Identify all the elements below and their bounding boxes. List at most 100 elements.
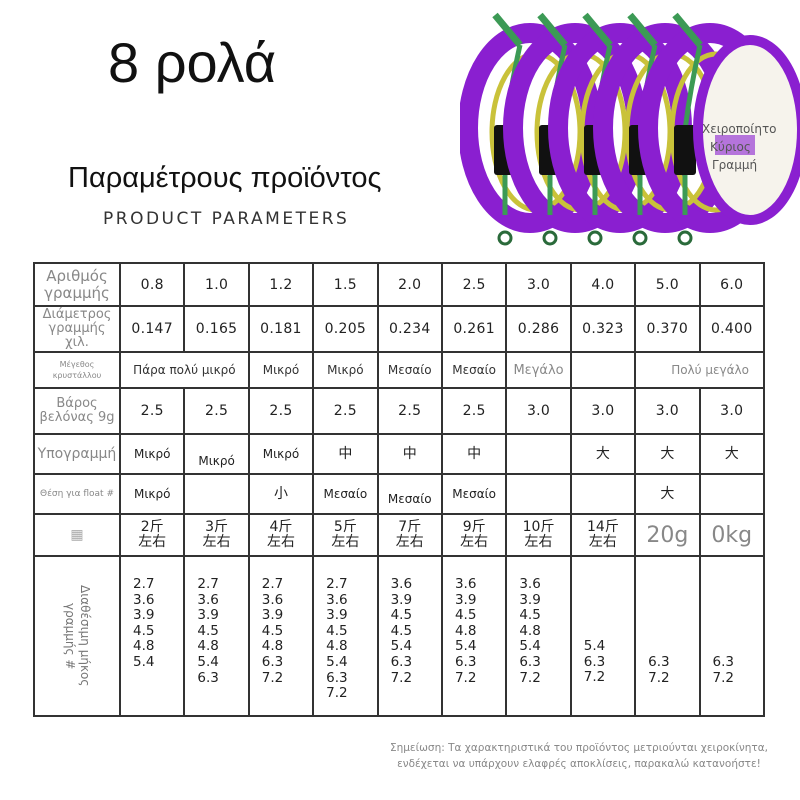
- length-value: 6.3: [326, 669, 348, 686]
- cell: 0.181: [247, 305, 315, 353]
- cell: 0.370: [634, 305, 701, 353]
- length-value: 5.4: [519, 638, 541, 655]
- cell: 2.5: [376, 387, 443, 435]
- length-value: 6.3: [583, 653, 606, 670]
- cell: 4斤 左右: [247, 513, 315, 557]
- cell: 14斤 左右: [569, 513, 637, 557]
- cell: 5斤 左右: [312, 513, 379, 557]
- cell: [183, 473, 250, 515]
- cell: Μικρό: [247, 433, 315, 475]
- length-value: 3.6: [261, 591, 284, 608]
- row-label-blurred: ▦: [33, 513, 121, 557]
- cell: [569, 351, 637, 389]
- cell: [698, 473, 766, 515]
- cell: 3.0: [634, 387, 701, 435]
- length-value: 4.5: [133, 622, 155, 639]
- row-label: Υπογραμμή: [33, 433, 121, 475]
- page-title: 8 ρολά: [108, 31, 277, 94]
- length-value: 4.5: [519, 607, 541, 624]
- cell: 3.0: [505, 262, 572, 307]
- length-value: 2.7: [261, 576, 284, 592]
- length-value: 4.8: [326, 638, 348, 655]
- cell: Μεγάλο: [505, 351, 572, 389]
- cell: Πάρα πολύ μικρό: [119, 351, 250, 389]
- swivel-ring: [677, 230, 693, 246]
- length-value: 3.9: [197, 607, 219, 624]
- overlay-text: Κύριος: [710, 140, 751, 154]
- cell: 0.8: [118, 262, 186, 307]
- cell: 7斤 左右: [376, 513, 443, 557]
- length-value: 6.3: [648, 654, 670, 670]
- row-diameter: Διάμετρος γραμμής χιλ. 0.147 0.165 0.181 0.…: [33, 305, 766, 353]
- cell: 6.0: [698, 262, 766, 307]
- cell: Μεσαίο: [440, 473, 508, 515]
- cell: 0.205: [312, 305, 379, 353]
- length-value: 6.3: [197, 669, 219, 686]
- overlay-text: Γραμμή: [712, 158, 758, 172]
- cell: 2.5: [183, 387, 250, 435]
- swivel-ring: [497, 230, 513, 246]
- cell: 3.0: [698, 387, 766, 435]
- length-value: 5.4: [326, 653, 348, 670]
- length-cell: 3.6 3.9 4.5 4.5 5.4 6.3 7.2: [376, 555, 443, 717]
- label-band: [715, 135, 755, 155]
- cell: 中: [312, 433, 379, 475]
- cell: 3斤 左右: [183, 513, 250, 557]
- length-value: 3.6: [390, 576, 413, 592]
- cell: 2.5: [247, 387, 315, 435]
- length-value: 4.5: [261, 622, 284, 639]
- cell: Πολύ μεγάλο: [634, 351, 765, 389]
- length-value: 3.9: [326, 607, 348, 624]
- row-capacity: ▦ 2斤 左右 3斤 左右 4斤 左右 5斤 左右 7斤 左右 9斤 左右 10斤 左右 14…: [33, 513, 766, 557]
- cell: 10斤 左右: [505, 513, 572, 557]
- cell: 中: [376, 433, 443, 475]
- cell: 2.5: [312, 387, 379, 435]
- cell: 20g: [634, 513, 701, 557]
- row-label: Θέση για float #: [33, 473, 121, 515]
- length-value: 5.4: [454, 638, 477, 655]
- length-value: 7.2: [583, 669, 606, 686]
- length-value: 3.9: [261, 607, 284, 624]
- cell: 0.147: [118, 305, 186, 353]
- length-value: 2.7: [197, 576, 219, 592]
- length-cell: 2.7 3.6 3.9 4.5 4.8 6.3 7.2: [247, 555, 315, 717]
- line-tip: [672, 12, 703, 48]
- cell: 大: [634, 473, 701, 515]
- page-subtitle: Παραμέτρους προϊόντος: [68, 162, 382, 194]
- length-value: 4.8: [197, 638, 219, 655]
- parameters-table: Αριθμός γραμμής 0.8 1.0 1.2 1.5 2.0 2.5 3.0 4.0…: [33, 262, 766, 717]
- row-line-number: Αριθμός γραμμής 0.8 1.0 1.2 1.5 2.0 2.5 3.0 4.0…: [33, 262, 766, 307]
- length-value: 4.8: [519, 622, 541, 639]
- cell: 3.0: [505, 387, 572, 435]
- length-value: 2.7: [133, 576, 155, 592]
- length-cell: 5.4 6.3 7.2: [569, 555, 637, 717]
- length-cell: 6.3 7.2: [634, 555, 701, 717]
- cell: 0.286: [505, 305, 572, 353]
- cell: Μεσαίο: [312, 473, 379, 515]
- length-value: 3.6: [519, 576, 541, 592]
- length-value: 6.3: [390, 653, 413, 670]
- cell: 2斤 左右: [118, 513, 186, 557]
- cell: 3.0: [569, 387, 637, 435]
- cell: Μεσαίο: [376, 351, 443, 389]
- length-value: 4.5: [197, 622, 219, 639]
- cell: 小: [247, 473, 315, 515]
- length-value: 3.9: [390, 591, 413, 608]
- length-cell: 2.7 3.6 3.9 4.5 4.8 5.4 6.3 7.2: [312, 555, 379, 717]
- length-label: Διαθέσιμη μήκος γραμμής #: [63, 585, 92, 687]
- footnote-line: Σημείωση: Τα χαρακτηριστικά του προϊόντο…: [389, 742, 768, 754]
- cell: [505, 473, 572, 515]
- length-value: 4.5: [390, 607, 413, 624]
- cell: Μεσαίο: [376, 473, 443, 515]
- footnote-line: ενδέχεται να υπάρχουν ελαφρές αποκλίσεις…: [397, 758, 761, 770]
- swivel-ring: [587, 230, 603, 246]
- cell: Μεσαίο: [440, 351, 508, 389]
- footnote: Σημείωση: Τα χαρακτηριστικά του προϊόντο…: [390, 740, 768, 772]
- length-value: 4.5: [390, 622, 413, 639]
- row-underline: Υπογραμμή Μικρό Μικρό Μικρό 中中中大大大: [33, 433, 766, 475]
- length-value: 4.5: [454, 607, 477, 624]
- length-value: 3.6: [133, 591, 155, 608]
- row-label: Βάρος βελόνας 9g: [33, 387, 121, 435]
- cell: 0.234: [376, 305, 443, 353]
- cell: [569, 473, 637, 515]
